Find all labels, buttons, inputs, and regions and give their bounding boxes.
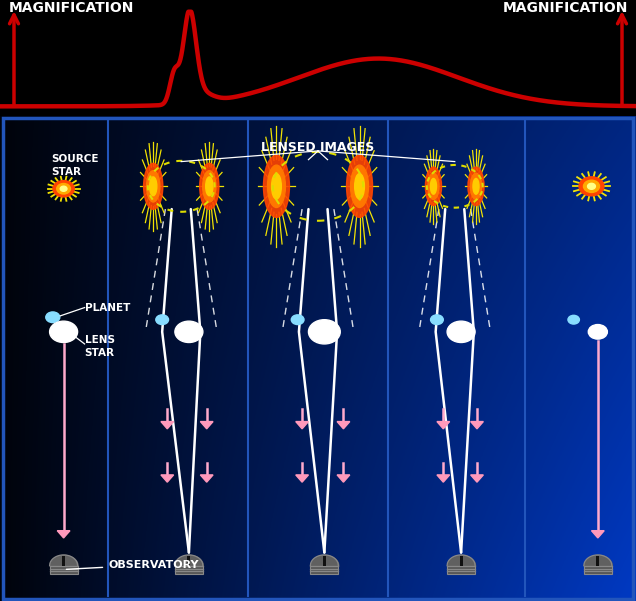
Ellipse shape <box>272 174 281 199</box>
Text: PLANET: PLANET <box>85 302 130 313</box>
Ellipse shape <box>149 177 157 196</box>
Circle shape <box>175 321 203 343</box>
Ellipse shape <box>425 167 441 206</box>
Circle shape <box>579 177 604 196</box>
Ellipse shape <box>268 165 286 207</box>
Ellipse shape <box>350 165 368 207</box>
Ellipse shape <box>147 171 160 202</box>
Ellipse shape <box>347 155 373 218</box>
Ellipse shape <box>468 167 484 206</box>
Polygon shape <box>437 475 450 482</box>
Polygon shape <box>161 475 174 482</box>
Polygon shape <box>471 475 483 482</box>
Text: LENS
STAR: LENS STAR <box>85 335 114 358</box>
Bar <box>175 566 203 575</box>
Polygon shape <box>437 421 450 429</box>
Circle shape <box>588 183 595 189</box>
Bar <box>62 556 65 566</box>
Ellipse shape <box>205 177 213 196</box>
Circle shape <box>156 315 169 325</box>
Ellipse shape <box>473 178 479 194</box>
Bar <box>584 566 612 575</box>
Ellipse shape <box>355 174 364 199</box>
Circle shape <box>588 325 607 339</box>
Ellipse shape <box>203 171 216 202</box>
Polygon shape <box>337 421 350 429</box>
Ellipse shape <box>428 173 439 200</box>
Circle shape <box>53 180 74 197</box>
Circle shape <box>308 320 340 344</box>
Circle shape <box>447 321 475 343</box>
Circle shape <box>291 315 304 325</box>
Circle shape <box>431 315 443 325</box>
Polygon shape <box>200 475 213 482</box>
Bar <box>447 566 475 575</box>
Polygon shape <box>296 421 308 429</box>
Polygon shape <box>161 421 174 429</box>
Polygon shape <box>200 421 213 429</box>
Polygon shape <box>296 475 308 482</box>
Text: LENSED IMAGES: LENSED IMAGES <box>261 141 375 154</box>
Circle shape <box>50 321 78 343</box>
Ellipse shape <box>200 163 219 209</box>
Bar <box>310 566 338 575</box>
Text: SOURCE
STAR: SOURCE STAR <box>51 154 99 177</box>
Circle shape <box>60 186 67 191</box>
Polygon shape <box>57 531 70 538</box>
Bar <box>323 556 326 566</box>
Polygon shape <box>591 531 604 538</box>
Circle shape <box>568 316 579 324</box>
Ellipse shape <box>471 173 481 200</box>
Text: MAGNIFICATION: MAGNIFICATION <box>502 1 628 15</box>
Text: MAGNIFICATION: MAGNIFICATION <box>8 1 134 15</box>
Ellipse shape <box>263 155 289 218</box>
Circle shape <box>583 180 600 192</box>
Circle shape <box>57 183 71 194</box>
Ellipse shape <box>144 163 163 209</box>
Polygon shape <box>337 475 350 482</box>
Bar <box>188 556 190 566</box>
Polygon shape <box>471 421 483 429</box>
Bar <box>50 566 78 575</box>
Ellipse shape <box>431 178 436 194</box>
Circle shape <box>46 312 60 323</box>
Bar <box>460 556 462 566</box>
Bar <box>597 556 599 566</box>
Text: OBSERVATORY: OBSERVATORY <box>66 560 198 570</box>
